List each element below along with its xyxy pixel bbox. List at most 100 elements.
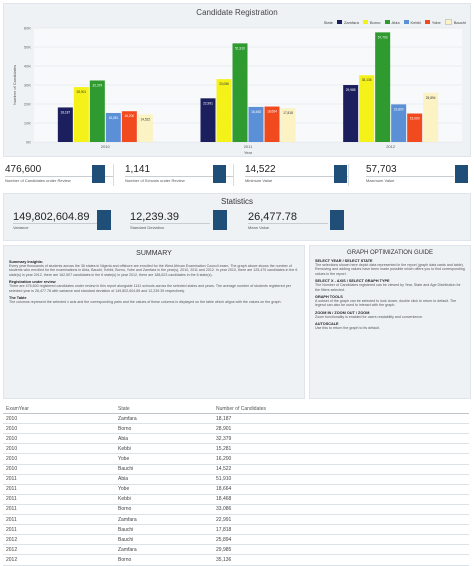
table-row: 2011 Kebbi 18,468 [3,495,469,505]
cell-state: Zamfara [118,546,137,553]
guide-text: A subset of the graph can be selected to… [315,299,457,308]
cell-state: Zamfara [118,516,137,523]
table-heading: The Table [9,296,27,301]
header-number-of-candidates[interactable]: Number of Candidates [216,405,267,412]
legend-label: Abia [391,19,400,25]
guide-heading: ZOOM IN / ZOOM OUT / ZOOM [315,310,370,315]
mean-label: Mean Value [248,223,328,230]
cell-year: 2010 [6,435,18,442]
cell-state: Yobe [118,456,130,463]
data-label: 18,468 [251,110,261,114]
bar-abia-2010 [89,80,105,142]
data-label: 15,281 [108,116,118,120]
data-label: 25,894 [426,96,436,100]
legend-item-zamfara[interactable]: Zamfara [336,20,359,25]
guide-text: The Number of Candidates registered can … [315,283,461,292]
guide-heading: SELECT YEAR / SELECT STATE [315,259,373,263]
cell-state: Borno [118,506,132,513]
legend-item-kebbi[interactable]: Kebbi [403,19,421,25]
cell-state: Kebbi [118,496,131,503]
cell-count: 35,136 [216,556,232,563]
kpi-value: 57,703 [366,164,397,175]
legend-swatch [424,20,430,24]
legend-label: Bauchi [453,19,466,25]
data-label: 18,664 [267,110,277,114]
summary-title: SUMMARY [136,250,172,257]
data-label: 17,818 [283,111,293,115]
data-label: 28,901 [76,90,86,94]
table-row: 2010 Bauchi 14,522 [3,465,469,475]
cell-year: 2010 [6,466,18,473]
legend-swatch [403,20,409,24]
cell-year: 2012 [6,536,18,543]
legend-item-borno[interactable]: Borno [362,19,381,25]
header-exam-year[interactable]: ExamYear [6,405,29,412]
stat-square-icon [97,210,111,230]
cell-count: 16,200 [216,456,232,463]
y-tick-label: 50K [24,45,31,50]
chart-legend[interactable]: State Zamfara Borno Abia Kebbi Yobe Bauc… [324,19,466,25]
legend-item-abia[interactable]: Abia [384,19,400,25]
data-label: 15,000 [410,117,420,121]
kpi-card-candidates: 476,600 Number of Candidates under Revie… [5,164,114,186]
candidate-registration-chart[interactable]: Candidate Registration State Zamfara Bor… [3,3,471,157]
bar-yobe-2012 [407,113,423,142]
data-label: 51,910 [235,46,245,50]
chart-title: Candidate Registration [196,8,278,17]
cell-count: 29,985 [216,546,232,553]
data-label: 19,800 [394,107,404,111]
data-label: 16,200 [124,114,134,118]
variance-card: 149,802,604.89 Variance [13,211,98,230]
cell-year: 2011 [6,516,17,523]
kpi-square-icon [455,165,468,183]
table-row: 2010 Kebbi 15,281 [3,444,469,455]
data-label: 35,136 [362,78,372,82]
guide-heading: GRAPH TOOLS [315,295,343,300]
bar-borno-2010 [73,87,89,142]
cell-state: Yobe [118,486,130,493]
header-state[interactable]: State [118,405,130,412]
bar-borno-2012 [359,75,375,142]
cell-year: 2012 [6,556,18,563]
cell-count: 14,522 [216,466,232,473]
legend-item-bauchi[interactable]: Bauchi [444,19,466,25]
cell-year: 2011 [6,486,17,493]
cell-state: Abia [118,435,129,442]
bar-plot-area[interactable]: 0K 10K 20K 30K 40K 50K 60K Number of Candidates… [4,4,470,156]
data-label: 57,703 [378,35,388,39]
summary-insights-text: Every year thousands of students across … [9,264,298,277]
table-row: 2010 Abia 32,379 [3,434,469,445]
legend-label: Borno [369,19,381,25]
cell-count: 32,379 [216,435,232,442]
legend-swatch [362,20,368,24]
bar-kebbi-2010 [105,112,121,142]
y-tick-label: 60K [24,26,31,31]
graph-guide-panel: GRAPH OPTIMIZATION GUIDE SELECT YEAR / S… [309,245,471,399]
cell-state: Abia [118,476,129,483]
cell-year: 2010 [6,415,18,422]
cell-year: 2012 [6,546,18,553]
bar-zamfara-2012 [343,85,359,142]
y-tick-label: 30K [24,83,31,88]
data-label: 14,522 [140,117,150,121]
kpi-square-icon [92,165,105,183]
data-label: 29,985 [346,88,356,92]
table-row: 2011 Yobe 18,664 [3,485,469,495]
legend-label: Kebbi [410,19,421,25]
cell-year: 2011 [6,506,17,513]
y-tick-label: 10K [24,121,31,126]
cell-state: Zamfara [118,415,137,422]
bar-abia-2011 [232,43,248,142]
table-header-row: ExamYear State Number of Candidates [3,404,469,415]
cell-state: Bauchi [118,536,134,543]
table-row: 2010 Zamfara 18,187 [3,414,469,425]
candidates-table[interactable]: ExamYear State Number of Candidates 2010… [3,404,469,566]
table-row: 2012 Bauchi 25,894 [3,535,469,546]
summary-panel: SUMMARY Summary Insights: Every year tho… [3,245,305,399]
legend-item-yobe[interactable]: Yobe [424,20,441,25]
kpi-label: Maximum Value [366,176,454,183]
variance-value: 149,802,604.89 [13,211,90,223]
x-tick-label: 2012 [386,144,396,149]
stat-square-icon [330,210,344,230]
cell-state: Bauchi [118,466,134,473]
